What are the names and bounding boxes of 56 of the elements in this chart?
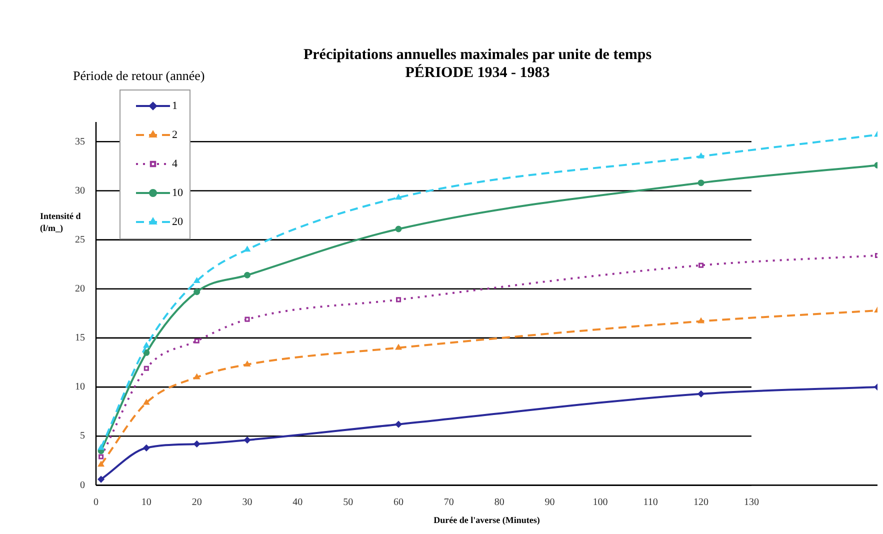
point <box>143 349 150 356</box>
point <box>395 226 402 232</box>
point <box>244 272 251 278</box>
point <box>144 399 150 405</box>
x-tick-label: 70 <box>444 496 454 508</box>
x-tick-label: 80 <box>494 496 504 508</box>
point <box>244 316 250 322</box>
point <box>698 180 704 186</box>
x-tick-label: 50 <box>343 496 354 508</box>
legend-title: Période de retour (année) <box>73 68 205 83</box>
x-tick-label: 110 <box>643 496 658 508</box>
x-tick-label: 30 <box>242 496 252 508</box>
point <box>194 440 200 448</box>
point <box>396 194 402 200</box>
legend-label: 1 <box>172 100 178 112</box>
point <box>143 444 150 452</box>
y-tick-label: 35 <box>75 136 85 148</box>
point <box>194 278 200 284</box>
point <box>98 454 104 460</box>
x-axis-title: Durée de l'averse (Minutes) <box>434 514 540 525</box>
y-tick-label: 15 <box>75 332 85 344</box>
point <box>395 421 402 428</box>
legend-label: 10 <box>172 186 184 199</box>
y-tick-label: 25 <box>75 234 85 246</box>
x-tick-label: 0 <box>94 496 98 508</box>
point <box>194 338 200 344</box>
legend-label: 4 <box>172 158 178 170</box>
point <box>244 361 250 366</box>
y-axis-title: Intensité d (l/m_) <box>40 210 82 234</box>
chart-title: Précipitations annuelles maximales par unite de temps <box>303 46 652 63</box>
x-tick-label: 60 <box>394 496 404 508</box>
point <box>194 288 200 296</box>
point <box>244 246 250 252</box>
x-tick-label: 10 <box>141 496 152 508</box>
y-tick-label: 10 <box>75 382 85 393</box>
chart-subtitle: PÉRIODE 1934 - 1983 <box>405 64 550 81</box>
y-tick-label: 0 <box>80 480 85 491</box>
y-tick-label: 20 <box>75 284 85 294</box>
y-tick-label: 30 <box>75 185 85 196</box>
x-tick-label: 20 <box>192 496 202 508</box>
point <box>98 476 104 483</box>
point <box>698 390 704 398</box>
y-tick-label: 5 <box>80 430 85 442</box>
point <box>396 297 402 302</box>
x-tick-label: 120 <box>694 496 709 508</box>
legend-label: 2 <box>172 128 178 141</box>
x-tick-label: 100 <box>592 496 608 508</box>
x-tick-label: 130 <box>744 496 759 508</box>
point <box>98 461 104 467</box>
x-tick-label: 90 <box>544 496 555 508</box>
point <box>698 262 704 268</box>
x-tick-label: 40 <box>292 496 303 508</box>
point <box>194 374 200 380</box>
legend-label: 20 <box>172 216 184 228</box>
point <box>144 366 149 371</box>
point <box>244 436 251 444</box>
